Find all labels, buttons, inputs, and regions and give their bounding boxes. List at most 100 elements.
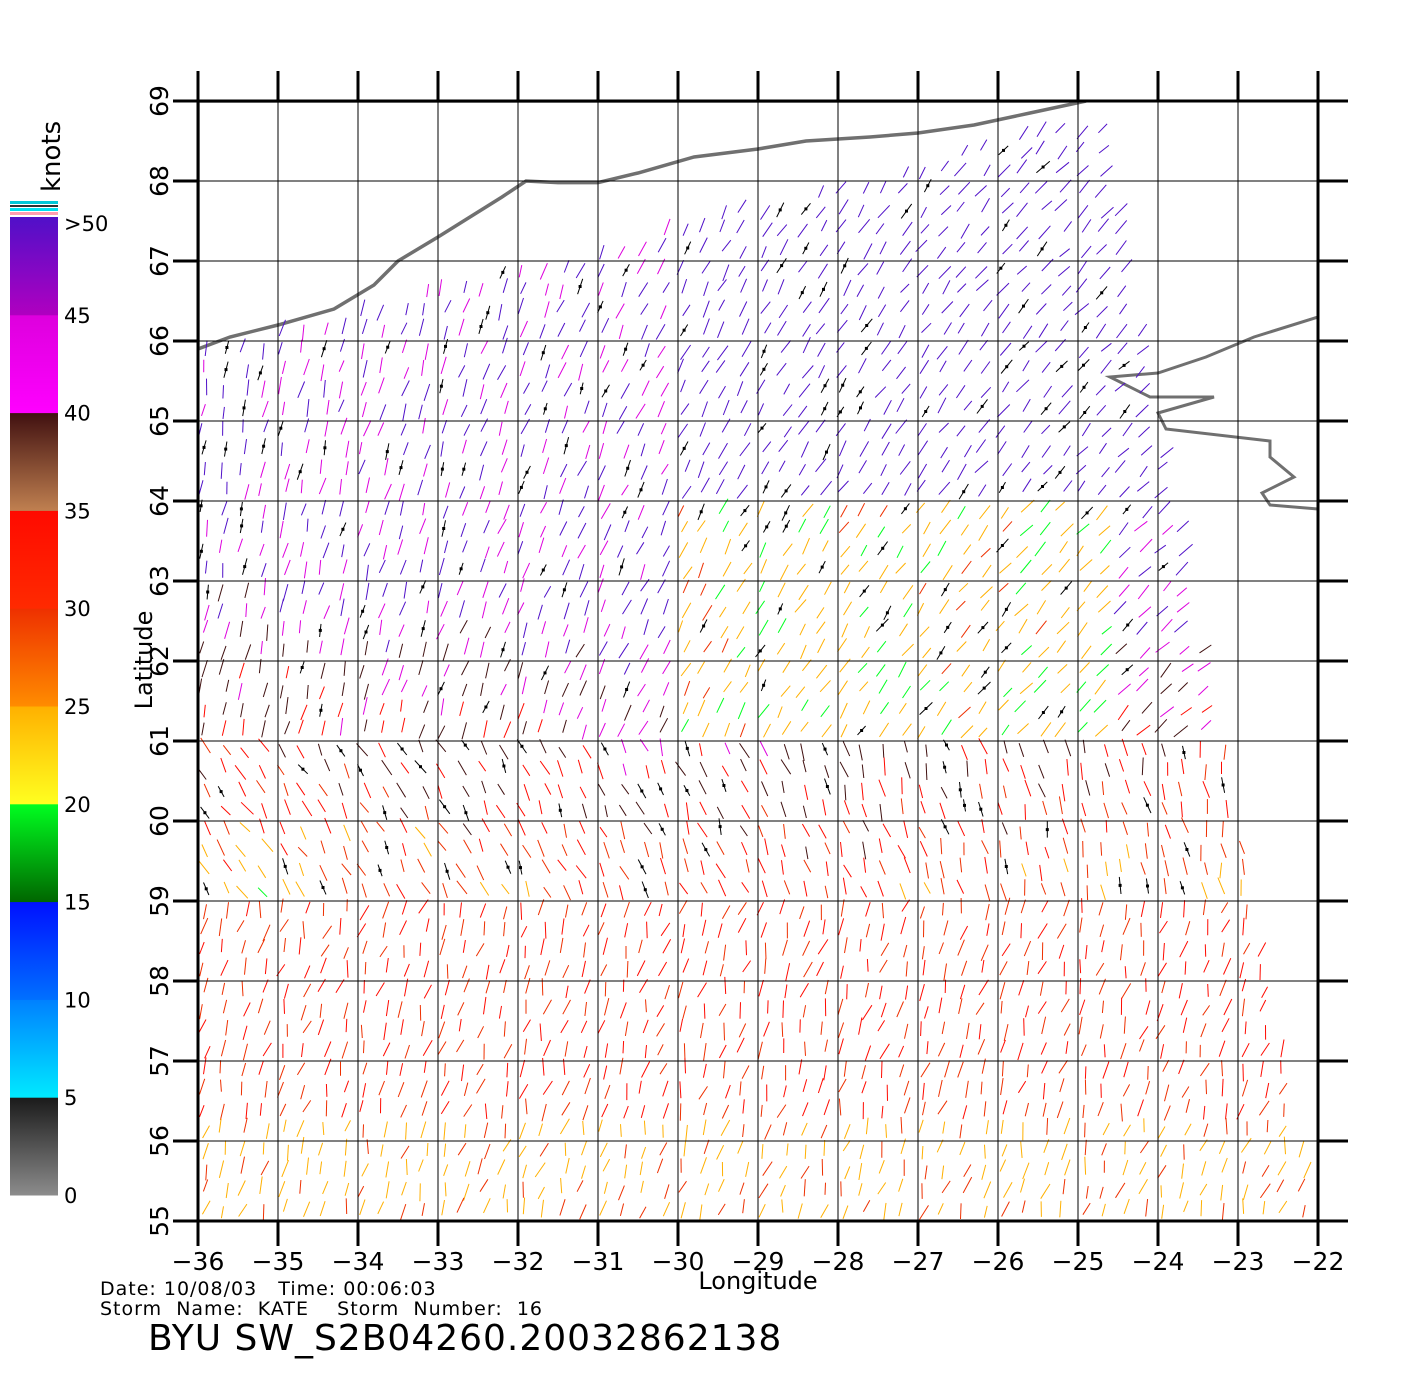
wind-vector — [399, 1203, 407, 1221]
wind-vector — [959, 1141, 966, 1156]
wind-vector — [402, 403, 407, 421]
wind-vector — [318, 1142, 324, 1156]
wind-vector — [525, 1098, 528, 1115]
wind-vector — [842, 821, 851, 834]
wind-vector — [818, 185, 825, 198]
wind-vector — [738, 1023, 747, 1038]
wind-vector — [503, 1021, 506, 1037]
rain-flag-marker — [686, 246, 690, 250]
wind-vector — [199, 941, 205, 955]
storm-info-line: Storm Name: KATE Storm Number: 16 — [100, 1298, 543, 1320]
wind-vector — [640, 598, 649, 615]
wind-vector — [739, 1002, 741, 1019]
wind-vector — [543, 485, 548, 500]
wind-vector — [1181, 1086, 1190, 1098]
wind-vector — [1041, 1060, 1049, 1074]
wind-vector — [865, 982, 869, 998]
wind-vector — [502, 1184, 506, 1199]
wind-vector — [303, 983, 312, 998]
wind-vector — [762, 222, 773, 237]
wind-vector — [1081, 645, 1092, 659]
wind-vector — [483, 800, 488, 815]
wind-vector — [222, 385, 224, 399]
wind-vector — [920, 224, 930, 234]
wind-vector — [1100, 842, 1103, 856]
wind-vector — [1096, 306, 1108, 318]
wind-vector — [504, 621, 511, 634]
wind-vector — [801, 699, 809, 712]
wind-vector — [482, 581, 489, 598]
product-id-title: BYU SW_S2B04260.20032862138 — [148, 1318, 783, 1359]
wind-vector — [341, 877, 348, 894]
rain-flag-marker — [463, 743, 467, 747]
wind-vector — [861, 764, 865, 779]
rain-flag-marker — [624, 347, 628, 351]
wind-vector — [661, 463, 669, 475]
wind-vector — [618, 406, 628, 420]
wind-vector — [658, 903, 663, 917]
wind-vector — [899, 240, 911, 255]
wind-vector — [715, 479, 725, 495]
wind-vector — [578, 363, 584, 381]
wind-vector — [1093, 699, 1107, 713]
rain-flag-marker — [1221, 783, 1225, 787]
wind-vector — [840, 504, 848, 518]
rain-flag-marker — [640, 865, 644, 869]
wind-vector — [558, 702, 565, 716]
wind-vector — [1160, 1144, 1167, 1157]
wind-vector — [783, 1085, 787, 1098]
wind-vector — [641, 380, 650, 396]
wind-vector — [438, 279, 443, 296]
wind-vector — [440, 1080, 450, 1096]
wind-vector — [1016, 265, 1028, 275]
wind-vector — [1064, 1159, 1071, 1176]
wind-vector — [576, 706, 584, 719]
wind-vector — [840, 545, 851, 558]
wind-vector — [900, 283, 910, 293]
wind-vector — [679, 1018, 684, 1032]
wind-vector — [1040, 883, 1047, 895]
wind-vector — [640, 443, 646, 457]
wind-vector — [400, 1145, 410, 1159]
rain-flag-marker — [386, 345, 390, 349]
colorbar-tick-label: 30 — [64, 597, 91, 621]
wind-vector — [581, 1165, 586, 1179]
wind-vector — [938, 226, 949, 237]
wind-vector — [564, 661, 572, 674]
wind-vector — [923, 882, 931, 894]
rain-flag-marker — [704, 848, 708, 852]
wind-vector — [680, 344, 692, 360]
wind-vector — [517, 662, 524, 679]
x-axis-label: Longitude — [698, 1267, 817, 1295]
wind-vector — [663, 218, 671, 236]
wind-vector — [539, 263, 548, 280]
wind-vector — [858, 1163, 863, 1180]
wind-vector — [680, 379, 686, 393]
longitude-tick-label: −31 — [572, 1247, 625, 1276]
wind-vector — [1260, 1060, 1264, 1077]
wind-vector — [938, 942, 944, 955]
latitude-tick-label: 56 — [145, 1125, 174, 1157]
wind-vector — [745, 1161, 750, 1177]
wind-vector — [544, 921, 547, 939]
rain-flag-marker — [762, 683, 766, 687]
rain-flag-marker — [519, 485, 523, 489]
wind-vector — [297, 846, 308, 857]
wind-vector — [599, 826, 608, 838]
wind-vector — [399, 920, 407, 936]
wind-vector — [943, 963, 947, 981]
wind-vector — [639, 1161, 643, 1176]
wind-vector — [777, 706, 783, 718]
wind-vector — [738, 522, 748, 537]
wind-vector — [898, 444, 906, 456]
wind-vector — [660, 382, 670, 397]
wind-vector — [900, 1116, 903, 1134]
wind-vector — [541, 380, 548, 392]
wind-vector — [723, 681, 732, 693]
wind-vector — [545, 364, 551, 379]
wind-vector — [858, 218, 871, 234]
wind-vector — [1221, 1018, 1230, 1033]
wind-vector — [1117, 683, 1131, 695]
wind-vector — [324, 758, 331, 772]
wind-vector — [424, 444, 431, 459]
